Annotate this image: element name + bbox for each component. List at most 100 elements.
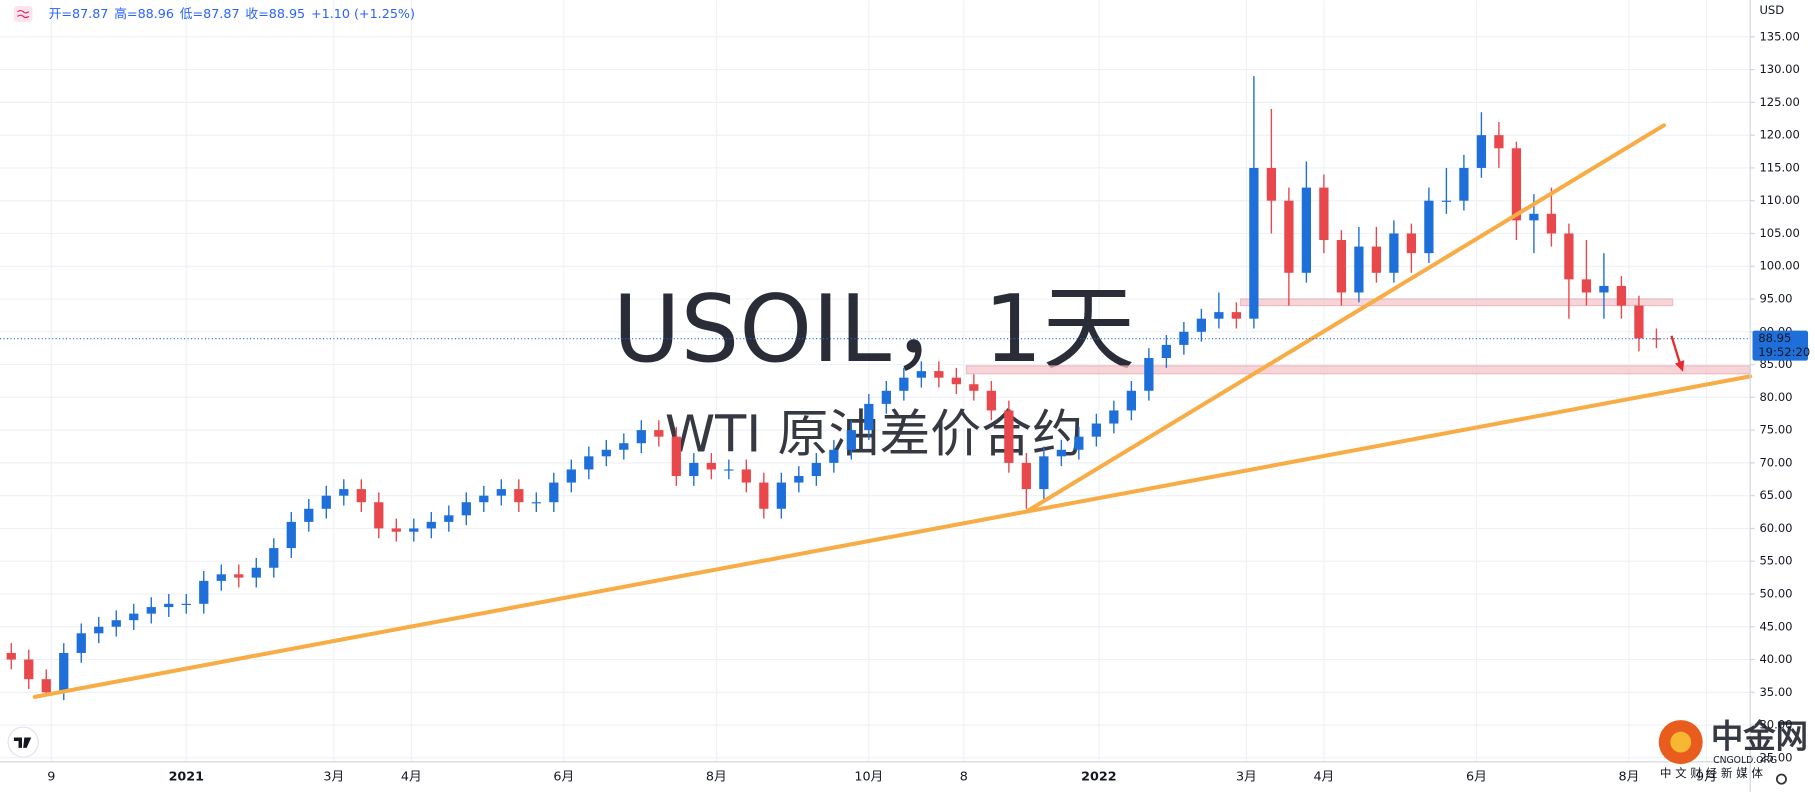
- y-tick-label: 120.00: [1759, 128, 1799, 142]
- y-tick-label: 100.00: [1759, 259, 1799, 273]
- candle-body: [1476, 135, 1487, 168]
- candle-body: [181, 603, 191, 605]
- y-tick-label: 80.00: [1759, 390, 1792, 404]
- candle-body: [1546, 213, 1557, 234]
- candle-body: [199, 580, 209, 604]
- candle-body: [601, 449, 611, 457]
- candle-body: [706, 462, 716, 470]
- candle-body: [321, 495, 331, 509]
- candle-body: [94, 626, 104, 634]
- trendline: [32, 374, 1753, 699]
- candle-body: [286, 521, 296, 549]
- candle-body: [409, 528, 419, 532]
- candle-body: [1424, 200, 1434, 254]
- candle-body: [1214, 312, 1224, 319]
- candle-body: [1074, 436, 1084, 450]
- candle-body: [111, 620, 121, 627]
- x-tick-label: 10月: [854, 769, 883, 784]
- candle-body: [1459, 167, 1469, 201]
- y-tick-label: 105.00: [1759, 226, 1799, 240]
- candle-body: [549, 482, 559, 503]
- candle-body: [951, 377, 961, 385]
- candle-body: [724, 469, 734, 471]
- settings-icon[interactable]: [1775, 773, 1787, 785]
- candle-body: [129, 613, 139, 621]
- candle-body: [1441, 200, 1452, 202]
- candle-body: [1004, 410, 1014, 463]
- candle-body: [461, 502, 471, 516]
- arrow: [1670, 335, 1682, 367]
- y-tick-label: 30.00: [1759, 718, 1792, 732]
- x-tick-label: 8月: [706, 769, 727, 784]
- y-tick-label: 40.00: [1759, 652, 1792, 666]
- candle-body: [391, 528, 401, 532]
- x-tick-label: 8: [960, 769, 968, 784]
- candle-body: [689, 462, 699, 476]
- candle-body: [584, 456, 594, 470]
- candle-body: [1039, 456, 1049, 490]
- candle-body: [1161, 344, 1171, 359]
- tv-logo[interactable]: [7, 726, 39, 758]
- candle-body: [1231, 312, 1242, 319]
- currency[interactable]: USD: [1759, 3, 1784, 17]
- y-tick-label: 115.00: [1759, 160, 1799, 174]
- candle-body: [6, 652, 16, 660]
- y-tick-label: 135.00: [1759, 29, 1799, 43]
- x-tick-label: 8月: [1619, 769, 1640, 784]
- y-tick-label: 45.00: [1759, 619, 1792, 633]
- tv-logo-mark: [13, 737, 32, 748]
- y-tick-label: 50.00: [1759, 586, 1792, 600]
- candle-body: [1406, 233, 1417, 254]
- candle-body: [1056, 449, 1066, 457]
- candle-body: [1179, 331, 1189, 345]
- logo-name: 中金网: [1711, 718, 1808, 756]
- candle-body: [654, 430, 664, 437]
- y-tick-label: 25.00: [1759, 750, 1792, 764]
- candle-body: [1301, 187, 1312, 273]
- candle-body: [1336, 240, 1347, 293]
- x-tick-label: 9: [47, 769, 55, 784]
- candle-body: [1494, 135, 1504, 149]
- logo-slogan: 中 文 财 经 新 媒 体: [1660, 766, 1763, 780]
- trendline: [1025, 123, 1666, 513]
- candle-body: [59, 652, 69, 693]
- candle-body: [426, 521, 436, 529]
- candle-body: [1266, 167, 1277, 201]
- x-tick-label: 3月: [1236, 769, 1257, 784]
- y-tick-label: 35.00: [1759, 685, 1792, 699]
- candle-body: [671, 436, 681, 476]
- candle-body: [1616, 285, 1627, 306]
- candle-body: [356, 489, 366, 503]
- candle-body: [776, 482, 786, 509]
- candle-body: [759, 482, 769, 509]
- candle-body: [146, 607, 156, 614]
- candle-body: [216, 574, 226, 581]
- candle-body: [1354, 246, 1364, 293]
- candle-body: [24, 659, 34, 680]
- x-tick-label: 2022: [1081, 769, 1116, 784]
- candle-body: [794, 475, 804, 483]
- candle-body: [164, 603, 174, 608]
- candle-body: [1284, 200, 1294, 273]
- candle-body: [1021, 462, 1031, 490]
- candle-body: [916, 371, 926, 378]
- candle-body: [234, 574, 244, 578]
- logo-inner: [1670, 731, 1692, 753]
- candle-body: [1144, 358, 1154, 391]
- ohlc-item: 开=87.87: [49, 7, 109, 22]
- candle-body: [1091, 423, 1101, 437]
- candle-body: [496, 489, 506, 496]
- candle-body: [899, 377, 909, 391]
- candle-body: [934, 371, 944, 378]
- candle-body: [1634, 305, 1644, 339]
- candle-body: [339, 489, 349, 496]
- candle-body: [1511, 148, 1522, 221]
- zone: [1240, 298, 1674, 307]
- candle-body: [864, 403, 874, 431]
- candle-body: [1319, 187, 1329, 241]
- candle-body: [969, 384, 979, 391]
- y-tick-label: 75.00: [1759, 423, 1792, 437]
- x-tick-label: 4月: [1313, 769, 1334, 784]
- symbol-icon[interactable]: [13, 5, 33, 23]
- candle-body: [479, 495, 489, 503]
